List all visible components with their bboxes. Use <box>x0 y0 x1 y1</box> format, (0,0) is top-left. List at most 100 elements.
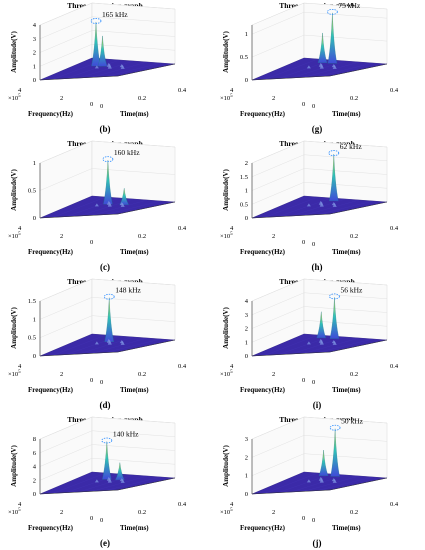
x-axis-label: Frequency(Hz) <box>28 386 74 394</box>
freq-tick-label: 0 <box>90 515 93 522</box>
amplitude-peak <box>97 35 108 67</box>
amplitude-peak <box>329 154 339 201</box>
freq-tick-label: 2 <box>60 233 63 240</box>
time-tick-label: 0 <box>312 241 315 248</box>
freq-exponent-power: 5 <box>230 232 233 237</box>
amplitude-peak <box>104 297 114 342</box>
freq-exponent: ×105 <box>8 94 21 102</box>
z-gridline <box>251 182 305 205</box>
freq-tick-label: 4 <box>230 87 234 94</box>
time-axis-label: Time(ms) <box>120 248 149 256</box>
time-axis-label: Time(ms) <box>120 524 149 532</box>
z-gridline <box>251 278 305 302</box>
surface-ripple <box>332 202 337 207</box>
z-tick-label: 1.5 <box>240 174 248 181</box>
surface-texture <box>303 475 360 492</box>
z-tick-label: 0.5 <box>240 54 248 61</box>
surface-ripple <box>107 477 112 483</box>
freq-exponent-power: 5 <box>230 508 233 513</box>
surface-texture <box>290 336 346 355</box>
freq-tick-label: 2 <box>60 371 63 378</box>
surface-ripple <box>120 202 125 207</box>
peak-highlight-ellipse <box>329 293 340 300</box>
z-tick-label: 8 <box>33 436 36 443</box>
z-gridline <box>303 140 388 148</box>
chart-panel: Three-dimension graph0123Amplitude(V)50 … <box>212 414 422 550</box>
freq-axis-line <box>251 213 331 219</box>
peak-annotation: 148 kHz <box>115 286 141 295</box>
time-axis-line <box>117 201 176 215</box>
freq-tick-label: 0 <box>302 377 305 384</box>
time-tick-label: 0.2 <box>350 233 358 240</box>
surface-texture <box>316 200 374 215</box>
freq-tick-label: 2 <box>60 95 63 102</box>
z-gridline <box>91 140 176 148</box>
surface-ripple <box>94 65 99 69</box>
time-tick-label: 0.2 <box>350 95 358 102</box>
z-gridline <box>91 444 176 451</box>
freq-exponent: ×105 <box>8 508 21 516</box>
z-gridline <box>39 16 93 39</box>
time-axis-label: Time(ms) <box>332 248 361 256</box>
peak-highlight-ellipse <box>329 424 341 431</box>
chart-panel: Three-dimension graph00.51Amplitude(V)16… <box>0 138 210 275</box>
freq-tick-label: 2 <box>272 371 275 378</box>
z-gridline <box>303 168 388 175</box>
time-tick-label: 0 <box>312 103 315 110</box>
chart-panel: Three-dimension graph01234Amplitude(V)16… <box>0 0 210 137</box>
surface-plot: Three-dimension graph01234Amplitude(V)16… <box>8 1 187 134</box>
surface-texture <box>303 337 360 354</box>
z-tick-label: 0.5 <box>28 335 36 342</box>
surface-texture <box>277 335 332 355</box>
time-axis-label: Time(ms) <box>120 386 149 394</box>
z-gridline <box>303 11 388 19</box>
amplitude-peak <box>327 12 338 64</box>
amplitude-peak <box>91 21 101 67</box>
peak-annotation: 165 kHz <box>102 10 128 19</box>
peak-highlight-ellipse <box>102 156 114 163</box>
z-tick-label: 0 <box>33 491 36 498</box>
subfigure-label: (g) <box>312 124 323 134</box>
z-tick-label: 3 <box>245 312 248 319</box>
subfigure-label: (d) <box>100 400 111 410</box>
z-gridline <box>251 34 305 58</box>
freq-exponent-power: 5 <box>18 370 21 375</box>
freq-axis-line <box>39 489 119 495</box>
peak-highlight-ellipse <box>103 293 115 300</box>
peak-annotation: 62 kHz <box>340 142 363 151</box>
subfigure-label: (i) <box>313 400 322 410</box>
freq-exponent: ×105 <box>220 232 233 240</box>
surface-ripple <box>332 340 337 345</box>
peak-highlight-ellipse <box>101 437 113 444</box>
surface-ripple <box>332 64 337 69</box>
chart-panel: Three-dimension graph01234Amplitude(V)56… <box>212 276 422 413</box>
z-gridline <box>39 2 93 26</box>
surface-ripple <box>306 203 311 207</box>
surface-texture <box>78 60 134 79</box>
z-tick-label: 1.5 <box>28 298 36 305</box>
freq-tick-label: 0 <box>302 515 305 522</box>
amplitude-peak <box>103 160 113 205</box>
surface-ripple <box>107 63 112 69</box>
freq-exponent-power: 5 <box>18 232 21 237</box>
surface-ripple <box>120 64 125 69</box>
surface-texture <box>316 62 374 77</box>
chart-panel: Three-dimension graph00.51Amplitude(V)75… <box>212 0 422 137</box>
surface-texture <box>277 197 332 217</box>
z-gridline <box>39 416 93 440</box>
freq-tick-label: 0 <box>90 377 93 384</box>
surface-texture <box>104 476 162 491</box>
z-gridline <box>91 430 176 437</box>
surface-texture <box>78 474 134 493</box>
time-axis-line <box>117 477 176 491</box>
z-gridline <box>303 320 388 327</box>
peak-highlight-ellipse <box>328 150 340 156</box>
freq-exponent: ×105 <box>8 370 21 378</box>
z-tick-label: 6 <box>33 450 37 457</box>
time-axis-label: Time(ms) <box>120 110 149 118</box>
subfigure-label: (e) <box>100 538 110 548</box>
surface-texture <box>303 61 360 78</box>
freq-exponent: ×105 <box>220 94 233 102</box>
peak-annotation: 75 kHz <box>338 1 361 10</box>
time-axis-line <box>329 477 388 491</box>
